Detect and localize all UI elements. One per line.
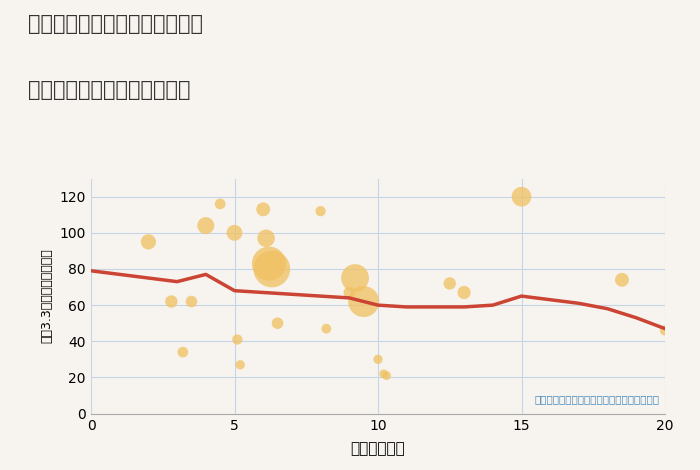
Point — [659, 327, 671, 334]
Point — [266, 265, 277, 273]
Point — [234, 361, 246, 368]
Text: 三重県四日市市南いかるが町の: 三重県四日市市南いかるが町の — [28, 14, 203, 34]
Point — [344, 289, 355, 296]
Text: 円の大きさは、取引のあった物件面積を示す: 円の大きさは、取引のあった物件面積を示す — [534, 394, 659, 404]
Point — [321, 325, 332, 332]
Point — [458, 289, 470, 296]
Point — [358, 298, 370, 306]
Point — [177, 348, 188, 356]
Point — [186, 298, 197, 306]
Point — [260, 235, 272, 242]
Point — [349, 274, 360, 282]
X-axis label: 駅距離（分）: 駅距離（分） — [351, 441, 405, 456]
Point — [444, 280, 456, 287]
Point — [232, 336, 243, 343]
Point — [143, 238, 154, 246]
Point — [229, 229, 240, 236]
Point — [272, 320, 283, 327]
Point — [200, 222, 211, 229]
Point — [315, 207, 326, 215]
Point — [258, 205, 269, 213]
Point — [617, 276, 628, 283]
Point — [214, 200, 225, 208]
Y-axis label: 坪（3.3㎡）単価（万円）: 坪（3.3㎡）単価（万円） — [41, 249, 53, 344]
Text: 駅距離別中古マンション価格: 駅距離別中古マンション価格 — [28, 80, 190, 100]
Point — [372, 356, 384, 363]
Point — [263, 260, 274, 267]
Point — [516, 193, 527, 200]
Point — [381, 372, 392, 379]
Point — [166, 298, 177, 306]
Point — [378, 370, 389, 377]
